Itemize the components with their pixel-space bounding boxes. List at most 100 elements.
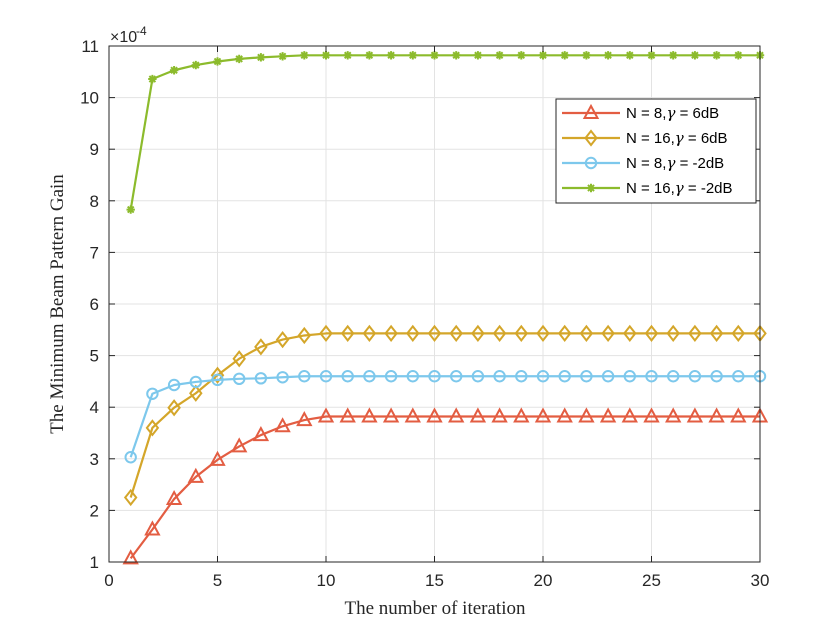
data-point xyxy=(213,57,222,66)
data-point xyxy=(534,407,552,423)
data-point xyxy=(191,60,200,70)
data-point xyxy=(603,51,613,60)
data-point xyxy=(406,370,419,383)
series-layer xyxy=(122,51,769,565)
data-point xyxy=(536,324,550,343)
data-point xyxy=(493,370,506,383)
data-point xyxy=(734,51,743,60)
data-point xyxy=(558,370,571,383)
y-tick-label: 6 xyxy=(90,295,99,314)
data-point xyxy=(471,324,485,343)
data-point xyxy=(232,350,246,368)
data-point xyxy=(647,51,656,60)
data-point xyxy=(730,407,747,423)
legend-label: N = 8,γ = -2dB xyxy=(626,154,724,172)
y-tick-label: 11 xyxy=(81,37,99,56)
series-4 xyxy=(126,51,765,214)
data-point xyxy=(165,489,183,506)
data-point xyxy=(406,324,420,343)
x-tick-label: 10 xyxy=(317,571,336,590)
data-point xyxy=(471,370,485,383)
data-point xyxy=(623,324,637,343)
data-point xyxy=(492,324,507,343)
data-point xyxy=(450,370,463,383)
data-point xyxy=(669,51,678,60)
data-point xyxy=(189,375,203,389)
legend-item-4: N = 16,γ = -2dB xyxy=(562,179,733,197)
y-tick-label: 1 xyxy=(90,553,99,572)
data-point xyxy=(645,370,658,383)
data-point xyxy=(560,51,569,60)
data-point xyxy=(665,407,682,423)
x-tick-label: 0 xyxy=(104,571,113,590)
x-tick-label: 5 xyxy=(213,571,222,590)
y-tick-label: 10 xyxy=(80,89,99,108)
data-point xyxy=(557,324,572,343)
data-point xyxy=(621,407,638,423)
data-point xyxy=(625,51,634,60)
series-line xyxy=(129,375,760,458)
data-point xyxy=(146,387,159,400)
data-point xyxy=(126,205,135,214)
data-point xyxy=(404,407,421,423)
data-point xyxy=(362,324,377,343)
data-point xyxy=(167,399,181,417)
data-point xyxy=(123,488,138,507)
data-point xyxy=(709,324,724,343)
data-point xyxy=(122,549,139,565)
data-point xyxy=(732,370,745,383)
y-axis-title: The Minimum Beam Pattern Gain xyxy=(47,174,68,434)
data-point xyxy=(384,370,398,383)
y-tick-label: 2 xyxy=(90,501,99,520)
data-point xyxy=(579,324,594,343)
data-point xyxy=(449,324,463,343)
data-point xyxy=(469,407,487,423)
x-tick-label: 20 xyxy=(534,571,553,590)
data-point xyxy=(430,51,439,60)
data-point xyxy=(256,53,266,62)
y-tick-label: 9 xyxy=(90,140,99,159)
data-point xyxy=(124,451,137,464)
data-point xyxy=(254,372,268,385)
data-point xyxy=(666,324,680,343)
legend-marker xyxy=(584,129,598,147)
data-point xyxy=(144,520,161,536)
data-point xyxy=(317,407,335,423)
data-point xyxy=(491,407,508,423)
data-point xyxy=(688,324,702,343)
data-point xyxy=(339,407,356,423)
data-point xyxy=(276,371,289,384)
data-point xyxy=(233,372,246,386)
data-point xyxy=(275,330,290,349)
data-point xyxy=(580,370,593,383)
data-point xyxy=(578,407,595,423)
data-point xyxy=(495,51,504,60)
data-point xyxy=(452,51,461,60)
legend-marker xyxy=(582,103,600,119)
y-tick-label: 4 xyxy=(90,398,99,417)
data-point xyxy=(599,407,617,423)
data-point xyxy=(427,324,442,343)
data-point xyxy=(343,51,352,60)
data-point xyxy=(538,51,548,60)
data-point xyxy=(274,417,291,433)
data-point xyxy=(514,324,529,343)
data-point xyxy=(298,370,311,383)
x-axis-title: The number of iteration xyxy=(345,598,526,619)
data-point xyxy=(209,450,226,466)
data-point xyxy=(601,370,615,383)
legend-label: N = 16,γ = -2dB xyxy=(626,179,733,197)
data-point xyxy=(384,324,398,343)
data-point xyxy=(167,378,181,392)
series-3 xyxy=(124,370,767,464)
data-point xyxy=(319,370,333,383)
data-point xyxy=(210,366,225,384)
data-point xyxy=(708,407,725,423)
data-point xyxy=(297,326,312,345)
data-point xyxy=(686,407,704,423)
data-point xyxy=(169,66,179,75)
data-point xyxy=(148,74,157,84)
data-point xyxy=(515,370,528,383)
legend: N = 8,γ = 6dB N = 16,γ = 6dB N = 8,γ = -2d… xyxy=(555,98,757,204)
